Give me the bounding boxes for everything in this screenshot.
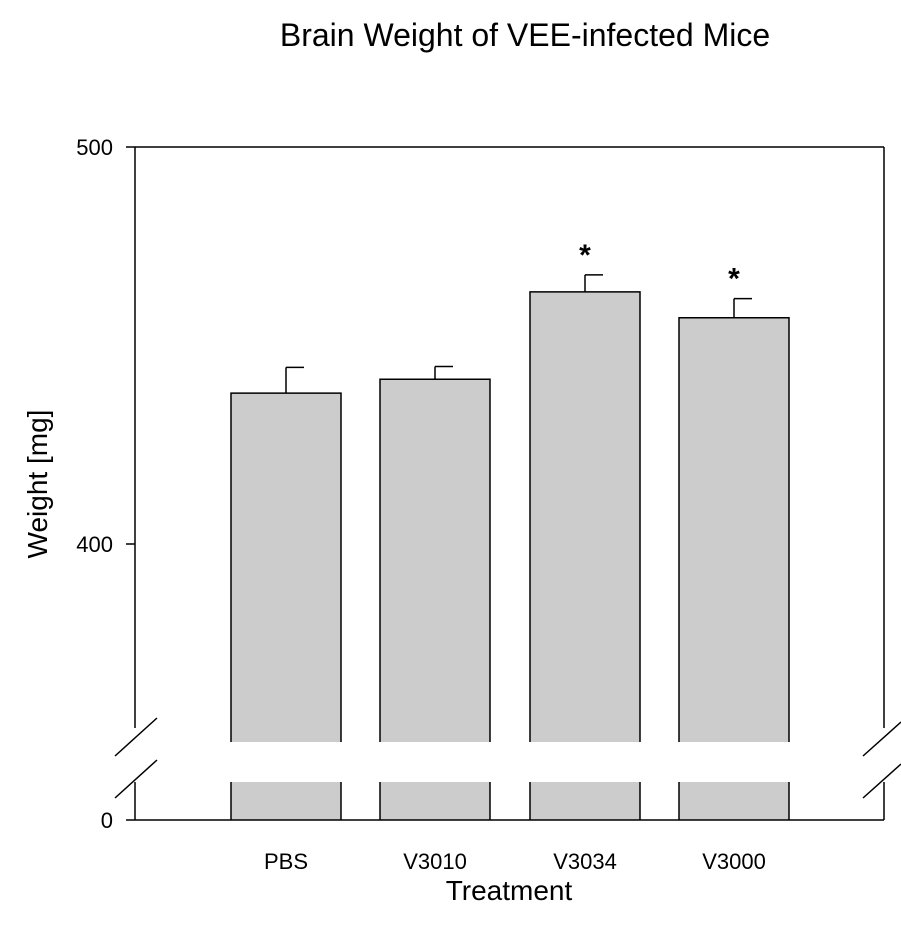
bar-base-outline-pbs [230,782,342,820]
bar-base-pbs [231,782,341,820]
axis-break-left-top [114,717,158,757]
x-tick-label-v3010: V3010 [403,849,467,874]
significance-layer: ** [579,239,740,296]
bar-v3034 [530,291,640,742]
plot-frame [114,146,901,821]
bar-v3000 [679,317,789,742]
x-axis-title: Treatment [446,875,573,906]
x-tick-label-v3034: V3034 [553,849,617,874]
axis-break-right-top [862,721,901,757]
significance-marker-v3000: * [728,263,740,296]
bar-v3010 [380,379,490,742]
bar-base-v3000 [679,782,789,820]
y-tick-label-0: 0 [101,808,113,833]
bars-layer [230,291,790,820]
chart-title: Brain Weight of VEE-infected Mice [280,17,770,53]
y-tick-label-400: 400 [76,532,113,557]
bar-base-outline-v3010 [379,782,491,820]
bar-base-outline-v3034 [529,782,641,820]
x-tick-label-pbs: PBS [264,849,308,874]
bar-base-v3010 [380,782,490,820]
axis-break-left-bottom [114,759,158,799]
bar-base-v3034 [530,782,640,820]
error-bars-layer [285,274,752,394]
y-axis-title: Weight [mg] [22,410,53,559]
bar-base-outline-v3000 [678,782,790,820]
bar-pbs [231,393,341,742]
y-tick-label-500: 500 [76,135,113,160]
axis-break-right-bottom [862,763,901,799]
significance-marker-v3034: * [579,239,591,272]
x-tick-label-v3000: V3000 [702,849,766,874]
x-tick-labels: PBS V3010 V3034 V3000 [264,849,766,874]
